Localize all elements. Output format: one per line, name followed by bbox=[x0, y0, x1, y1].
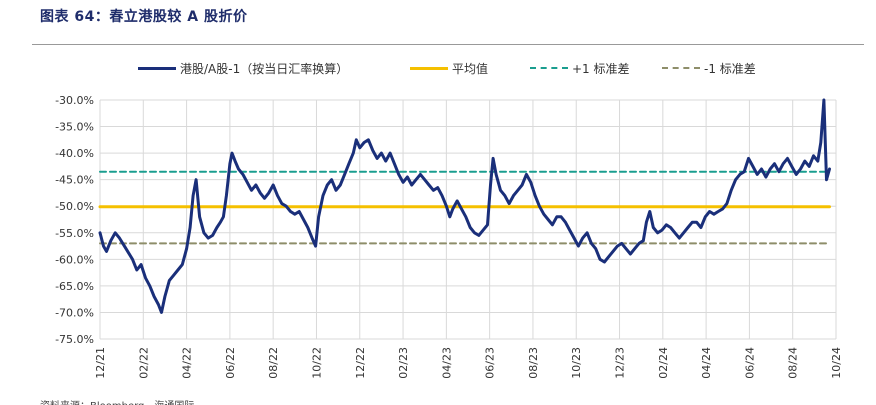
x-tick-label: 02/23 bbox=[397, 347, 410, 379]
x-tick-label: 02/22 bbox=[137, 347, 150, 379]
x-tick-label: 04/24 bbox=[700, 347, 713, 379]
legend-swatch-plus-sd bbox=[530, 67, 568, 69]
legend-label-minus-sd: -1 标准差 bbox=[704, 61, 756, 76]
x-tick-label: 08/23 bbox=[527, 347, 540, 379]
legend-swatch-minus-sd bbox=[662, 67, 700, 69]
y-tick-label: -60.0% bbox=[55, 253, 94, 266]
series-layer bbox=[98, 98, 831, 314]
y-tick-label: -55.0% bbox=[55, 227, 94, 240]
grid-layer bbox=[99, 99, 837, 340]
legend-label-mean: 平均值 bbox=[452, 61, 489, 76]
y-tick-label: -30.0% bbox=[55, 94, 94, 107]
x-tick-label: 06/24 bbox=[743, 347, 756, 379]
source-note: 资料来源：Bloomberg，海通国际 bbox=[40, 397, 194, 405]
legend-item-mean: 平均值 bbox=[410, 58, 488, 78]
legend-label-main: 港股/A股-1（按当日汇率换算） bbox=[180, 61, 349, 76]
y-tick-label: -40.0% bbox=[55, 147, 94, 160]
x-tick-label: 12/21 bbox=[94, 347, 107, 379]
legend-label-plus-sd: +1 标准差 bbox=[572, 61, 630, 76]
x-tick-label: 04/23 bbox=[440, 347, 453, 379]
y-tick-label: -35.0% bbox=[55, 121, 94, 134]
y-tick-label: -45.0% bbox=[55, 174, 94, 187]
x-tick-label: 10/23 bbox=[570, 347, 583, 379]
x-tick-label: 04/22 bbox=[181, 347, 194, 379]
main-series-line bbox=[98, 98, 831, 314]
legend-item-main: 港股/A股-1（按当日汇率换算） bbox=[138, 58, 348, 78]
title-divider bbox=[32, 44, 864, 45]
x-tick-label: 06/22 bbox=[224, 347, 237, 379]
x-tick-label: 10/24 bbox=[830, 347, 843, 379]
legend-swatch-main bbox=[138, 66, 176, 70]
y-tick-label: -65.0% bbox=[55, 280, 94, 293]
y-tick-label: -75.0% bbox=[55, 333, 94, 346]
x-tick-label: 08/22 bbox=[267, 347, 280, 379]
x-axis-ticks: 12/21 02/22 04/22 06/22 08/22 10/22 12/22 02/23… bbox=[94, 347, 843, 379]
page-title: 图表 64：春立港股较 A 股折价 bbox=[40, 9, 248, 25]
chart-legend: 港股/A股-1（按当日汇率换算） 平均值 +1 标准差 -1 标准差 bbox=[0, 58, 876, 78]
x-tick-label: 12/23 bbox=[614, 347, 627, 379]
legend-item-plus-sd: +1 标准差 bbox=[530, 58, 630, 78]
x-tick-label: 10/22 bbox=[310, 347, 323, 379]
x-tick-label: 06/23 bbox=[484, 347, 497, 379]
legend-swatch-mean bbox=[410, 66, 448, 70]
x-tick-label: 08/24 bbox=[787, 347, 800, 379]
y-axis-ticks: -30.0% -35.0% -40.0% -45.0% -50.0% -55.0% -60.… bbox=[55, 94, 94, 346]
x-tick-label: 12/22 bbox=[354, 347, 367, 379]
y-tick-label: -50.0% bbox=[55, 200, 94, 213]
y-tick-label: -70.0% bbox=[55, 306, 94, 319]
reference-lines-layer bbox=[98, 170, 831, 245]
legend-item-minus-sd: -1 标准差 bbox=[662, 58, 756, 78]
x-tick-label: 02/24 bbox=[657, 347, 670, 379]
